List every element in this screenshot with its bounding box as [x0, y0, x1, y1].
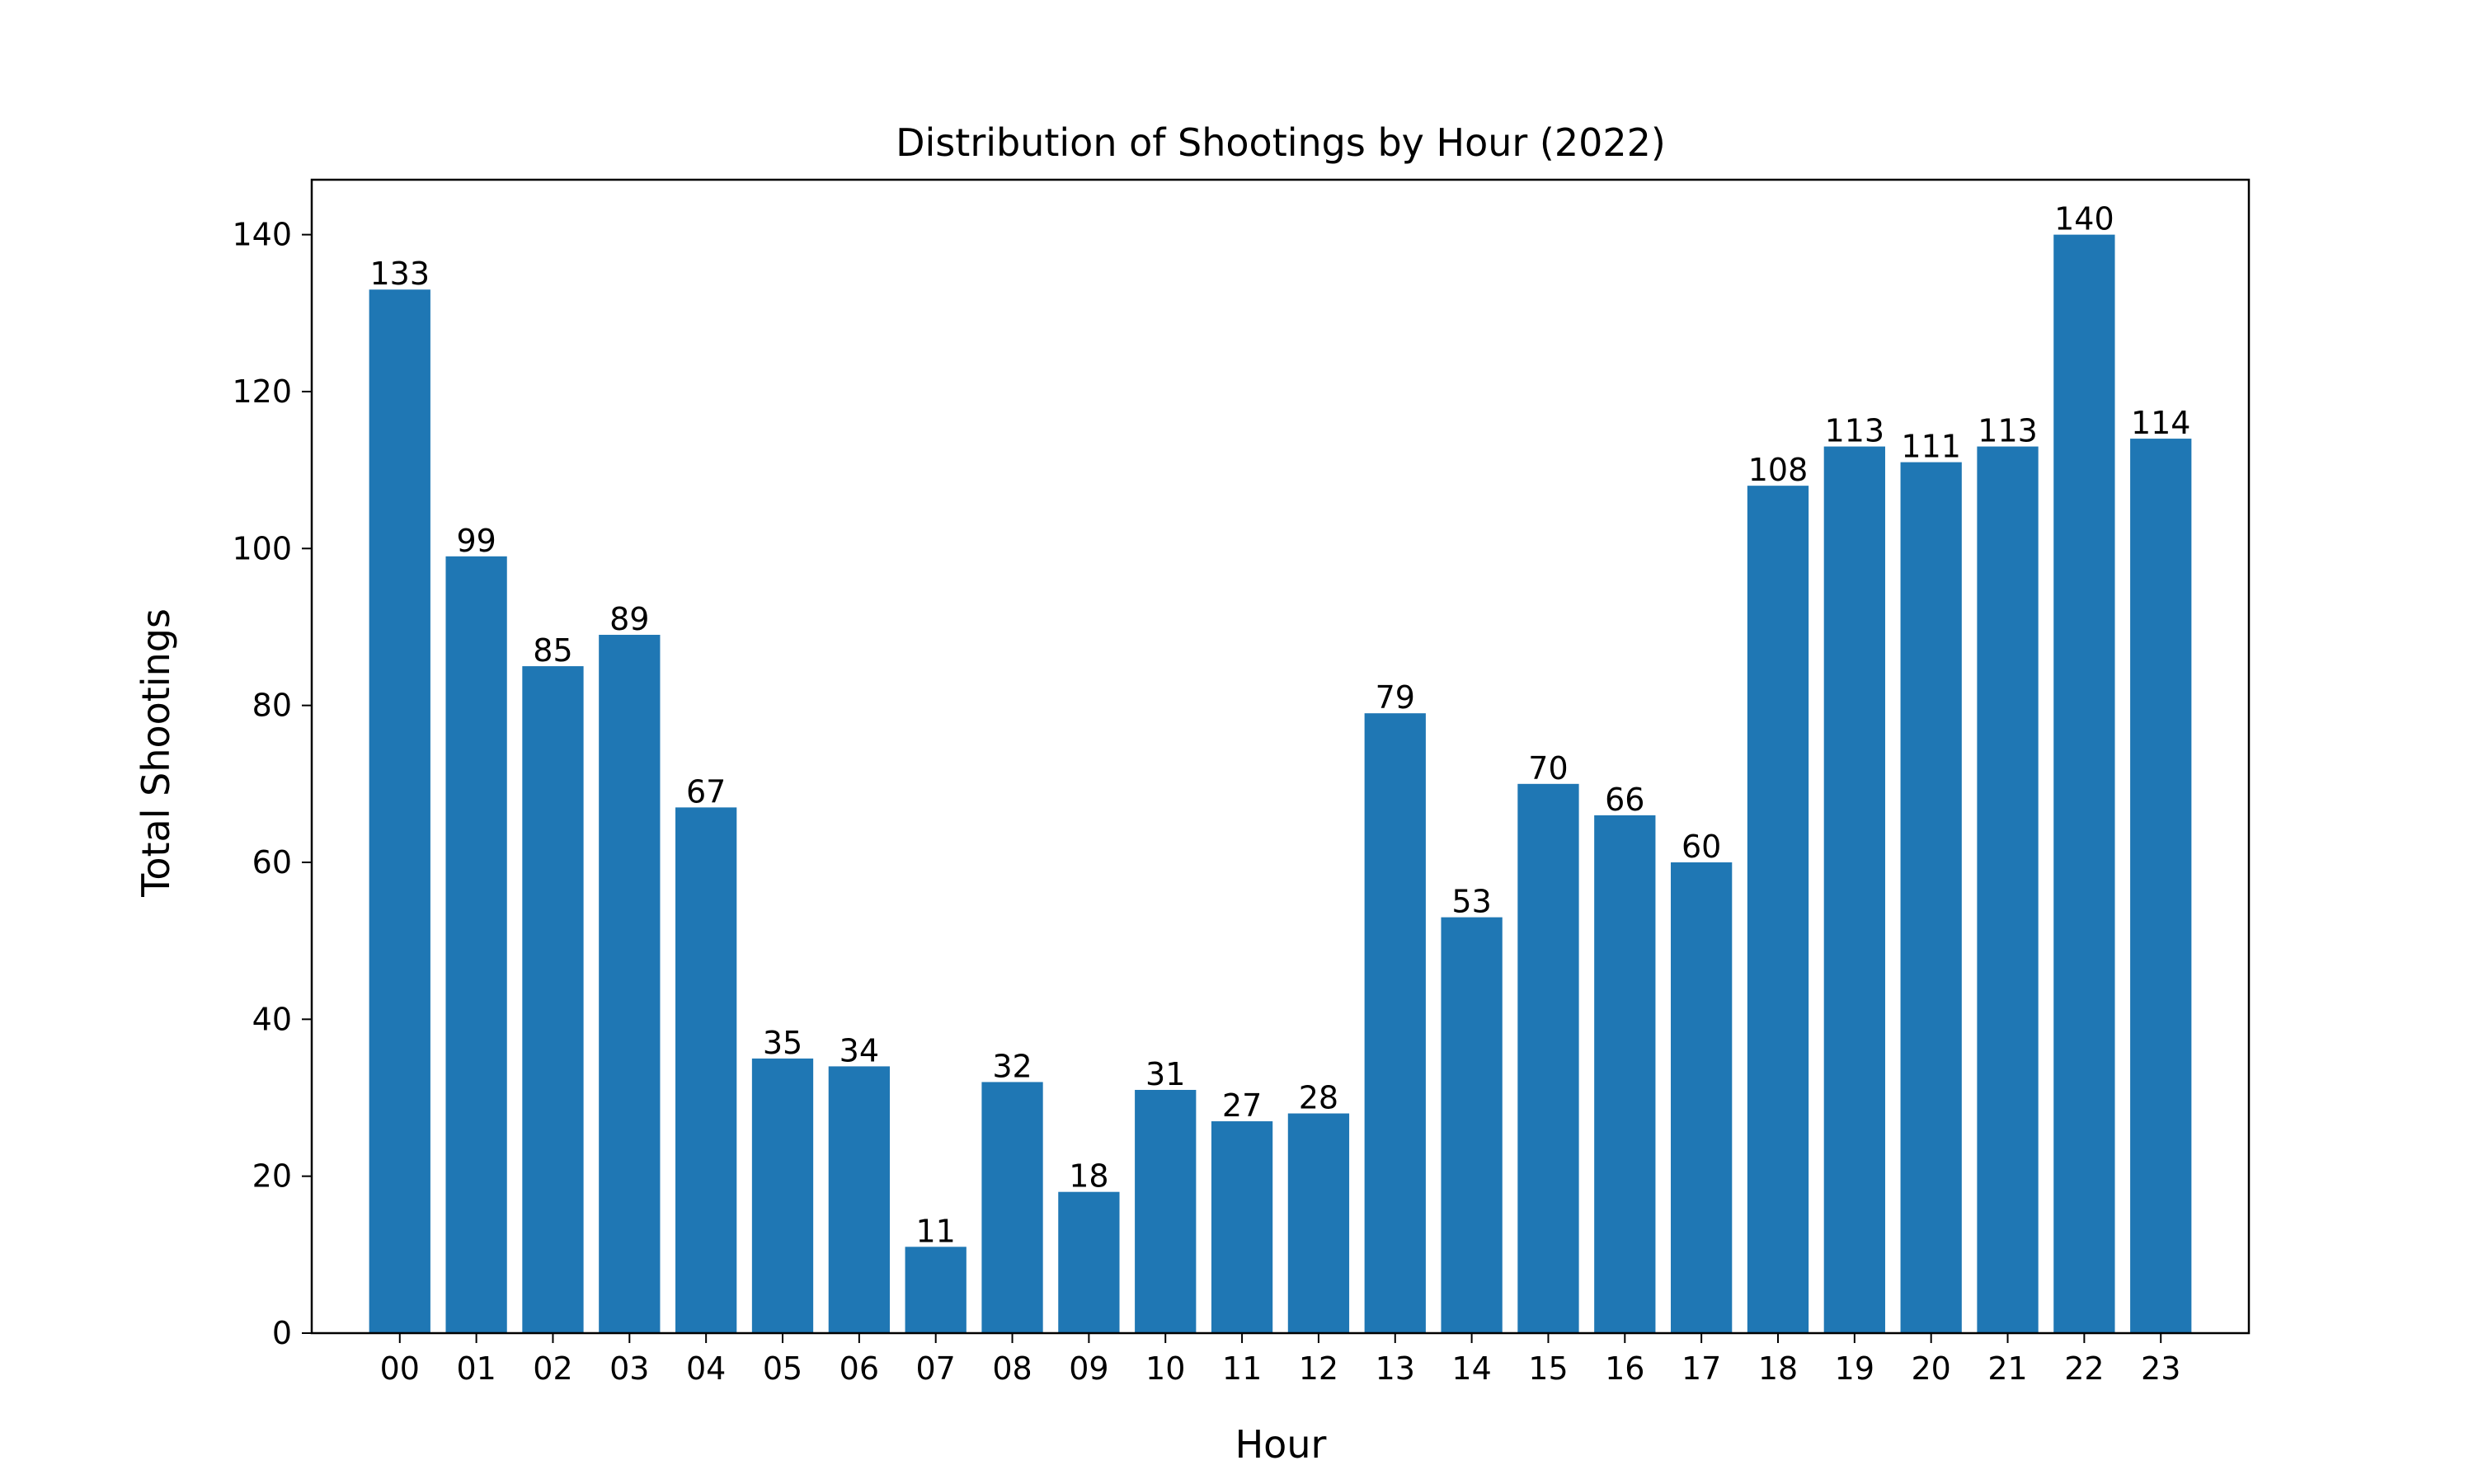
- bar-09: [1058, 1191, 1120, 1333]
- y-tick-label: 40: [252, 1001, 292, 1037]
- bar-value-label: 79: [1376, 679, 1415, 716]
- bar-value-label: 108: [1748, 452, 1808, 488]
- bar-12: [1287, 1113, 1350, 1333]
- y-tick-label: 140: [232, 217, 292, 253]
- bar-17: [1671, 862, 1733, 1333]
- y-tick-label: 100: [232, 530, 292, 566]
- bar-value-label: 60: [1681, 829, 1721, 865]
- x-tick-label: 22: [2064, 1350, 2104, 1387]
- bar-value-label: 35: [763, 1025, 802, 1061]
- bar-00: [369, 289, 430, 1334]
- bar-value-label: 66: [1605, 782, 1644, 818]
- bar-value-label: 34: [840, 1032, 879, 1068]
- bar-value-label: 67: [686, 773, 726, 810]
- y-axis-label: Total Shootings: [134, 608, 178, 898]
- bar-01: [445, 556, 507, 1333]
- y-axis: 0 20 40 60 80 100 120 140: [232, 217, 312, 1351]
- bar-value-label: 111: [1901, 429, 1961, 465]
- x-tick-label: 18: [1758, 1350, 1798, 1387]
- y-tick-label: 0: [272, 1315, 292, 1351]
- bars-group: [369, 234, 2192, 1334]
- x-tick-label: 05: [763, 1350, 802, 1387]
- x-tick-label: 06: [840, 1350, 879, 1387]
- bar-value-label: 32: [992, 1048, 1032, 1084]
- x-tick-label: 15: [1528, 1350, 1568, 1387]
- y-tick-label: 60: [252, 844, 292, 881]
- x-tick-label: 12: [1299, 1350, 1338, 1387]
- bar-15: [1517, 783, 1579, 1333]
- bar-13: [1364, 713, 1426, 1333]
- bar-14: [1441, 917, 1503, 1333]
- bar-value-label: 133: [370, 256, 430, 292]
- y-tick-label: 80: [252, 688, 292, 724]
- bar-02: [522, 666, 584, 1333]
- x-tick-label: 08: [992, 1350, 1032, 1387]
- bar-23: [2130, 439, 2192, 1333]
- bar-value-label: 27: [1222, 1087, 1262, 1124]
- x-tick-label: 03: [609, 1350, 649, 1387]
- y-tick-label: 120: [232, 373, 292, 410]
- x-tick-label: 14: [1451, 1350, 1491, 1387]
- bar-value-label: 114: [2131, 405, 2191, 441]
- bar-value-label: 31: [1145, 1056, 1185, 1092]
- bar-value-label: 113: [1978, 413, 2038, 449]
- plot-frame: [310, 178, 2251, 1335]
- bar-04: [675, 807, 737, 1333]
- chart-title: Distribution of Shootings by Hour (2022): [896, 120, 1666, 165]
- x-tick-label: 16: [1605, 1350, 1644, 1387]
- x-tick-label: 01: [456, 1350, 496, 1387]
- bar-value-label: 85: [533, 632, 572, 669]
- bar-21: [1977, 446, 2039, 1333]
- bar-22: [2053, 234, 2115, 1334]
- bar-labels-group: 133 99 85 89 67 35 34 11 32 18 31 27 28 79 53 70 66 60 108…: [370, 201, 2191, 1250]
- y-tick-label: 20: [252, 1158, 292, 1195]
- bar-value-label: 18: [1069, 1158, 1108, 1195]
- x-tick-label: 04: [686, 1350, 726, 1387]
- bar-07: [905, 1247, 967, 1333]
- bar-value-label: 140: [2054, 201, 2114, 237]
- x-tick-label: 19: [1835, 1350, 1874, 1387]
- bar-value-label: 70: [1528, 750, 1568, 787]
- bar-19: [1823, 446, 1885, 1333]
- bar-18: [1747, 486, 1809, 1333]
- bar-03: [599, 634, 661, 1333]
- x-tick-label: 10: [1145, 1350, 1185, 1387]
- bar-value-label: 89: [609, 601, 649, 637]
- bar-value-label: 53: [1451, 884, 1491, 920]
- bar-20: [1900, 462, 1962, 1333]
- bar-value-label: 113: [1825, 413, 1885, 449]
- bar-16: [1594, 815, 1656, 1333]
- x-tick-label: 07: [916, 1350, 956, 1387]
- bar-06: [828, 1066, 890, 1333]
- x-tick-label: 00: [380, 1350, 420, 1387]
- bar-11: [1211, 1121, 1273, 1333]
- x-tick-label: 17: [1681, 1350, 1721, 1387]
- x-tick-label: 09: [1069, 1350, 1108, 1387]
- x-axis: 00 01 02 03 04 05 06 07 08 09 10 11 12 13 14 15 16 17 18 19…: [380, 1333, 2180, 1387]
- x-tick-label: 02: [533, 1350, 572, 1387]
- bar-05: [751, 1058, 814, 1333]
- x-axis-label: Hour: [1235, 1422, 1327, 1467]
- x-tick-label: 11: [1222, 1350, 1262, 1387]
- x-tick-label: 21: [1987, 1350, 2027, 1387]
- x-tick-label: 23: [2141, 1350, 2180, 1387]
- bar-value-label: 28: [1299, 1080, 1338, 1116]
- x-tick-label: 13: [1376, 1350, 1415, 1387]
- bar-value-label: 99: [456, 523, 496, 559]
- bar-value-label: 11: [916, 1213, 956, 1249]
- bar-10: [1135, 1089, 1197, 1333]
- bar-08: [981, 1082, 1043, 1333]
- x-tick-label: 20: [1912, 1350, 1951, 1387]
